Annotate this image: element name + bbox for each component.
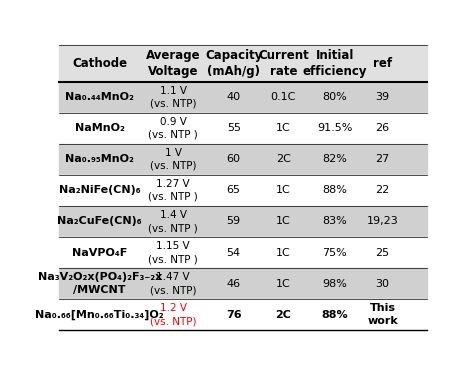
Bar [59,175,427,206]
Bar [59,113,427,144]
Text: 80%: 80% [322,92,347,102]
Text: Na₀.₉₅MnO₂: Na₀.₉₅MnO₂ [65,154,134,164]
Text: 2C: 2C [276,154,291,164]
Text: This
work: This work [367,303,398,326]
Text: 59: 59 [227,216,241,226]
Text: 98%: 98% [322,279,347,289]
Text: 88%: 88% [322,186,347,196]
Text: 1.15 V
(vs. NTP ): 1.15 V (vs. NTP ) [148,241,198,264]
Text: Average
Voltage: Average Voltage [146,49,201,78]
Text: 1.27 V
(vs. NTP ): 1.27 V (vs. NTP ) [148,179,198,202]
Text: 65: 65 [227,186,241,196]
Text: 1C: 1C [276,279,291,289]
Text: 25: 25 [375,247,390,257]
Text: 26: 26 [375,123,390,133]
Text: Capacity
(mAh/g): Capacity (mAh/g) [205,49,263,78]
Text: 1C: 1C [276,216,291,226]
Text: 46: 46 [227,279,241,289]
Text: 1C: 1C [276,123,291,133]
Text: NaMnO₂: NaMnO₂ [75,123,125,133]
Text: 19,23: 19,23 [367,216,398,226]
Text: 40: 40 [227,92,241,102]
Text: 0.9 V
(vs. NTP ): 0.9 V (vs. NTP ) [148,116,198,140]
Bar [59,299,427,330]
Text: 55: 55 [227,123,241,133]
Text: ref: ref [373,57,392,70]
Text: 1.4 V
(vs. NTP ): 1.4 V (vs. NTP ) [148,210,198,233]
Text: 30: 30 [375,279,390,289]
Bar [59,144,427,175]
Text: 75%: 75% [322,247,347,257]
Text: 22: 22 [375,186,390,196]
Bar [59,82,427,113]
Text: 0.1C: 0.1C [271,92,296,102]
Text: 82%: 82% [322,154,347,164]
Text: 83%: 83% [322,216,347,226]
Bar [59,237,427,268]
Text: Cathode: Cathode [72,57,127,70]
Text: Initial
efficiency: Initial efficiency [302,49,367,78]
Bar [59,206,427,237]
Text: 91.5%: 91.5% [317,123,353,133]
Text: 1.47 V
(vs. NTP): 1.47 V (vs. NTP) [150,272,196,295]
Text: 88%: 88% [321,310,348,320]
Text: 1C: 1C [276,247,291,257]
Text: Na₂CuFe(CN)₆: Na₂CuFe(CN)₆ [57,216,142,226]
Bar [59,45,427,82]
Text: 54: 54 [227,247,241,257]
Text: 60: 60 [227,154,241,164]
Bar [59,268,427,299]
Text: NaVPO₄F: NaVPO₄F [72,247,128,257]
Text: 76: 76 [226,310,242,320]
Text: 39: 39 [375,92,390,102]
Text: Current
rate: Current rate [258,49,309,78]
Text: 27: 27 [375,154,390,164]
Text: Na₀.₆₆[Mn₀.₆₆Ti₀.₃₄]O₂: Na₀.₆₆[Mn₀.₆₆Ti₀.₃₄]O₂ [36,309,164,320]
Text: 1 V
(vs. NTP): 1 V (vs. NTP) [150,148,196,171]
Text: 1C: 1C [276,186,291,196]
Text: 2C: 2C [275,310,291,320]
Text: 1.1 V
(vs. NTP): 1.1 V (vs. NTP) [150,86,196,109]
Text: Na₃V₂O₂x(PO₄)₂F₃₋₂x
/MWCNT: Na₃V₂O₂x(PO₄)₂F₃₋₂x /MWCNT [37,272,162,295]
Text: Na₀.₄₄MnO₂: Na₀.₄₄MnO₂ [65,92,134,102]
Text: Na₂NiFe(CN)₆: Na₂NiFe(CN)₆ [59,186,140,196]
Text: 1.2 V
(vs. NTP): 1.2 V (vs. NTP) [150,303,196,326]
